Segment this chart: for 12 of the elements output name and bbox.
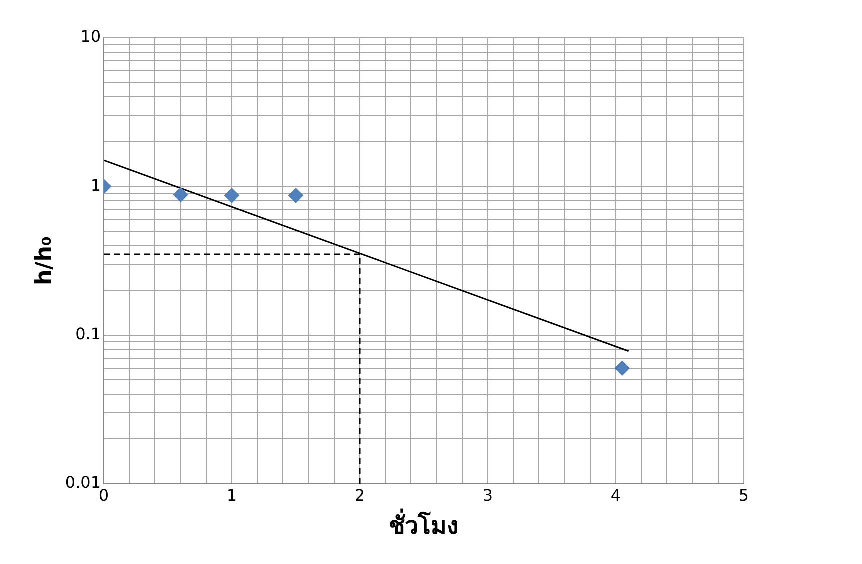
- x-tick-label: 5: [738, 486, 750, 505]
- y-axis-title: h/h₀: [32, 236, 57, 286]
- x-tick-label: 3: [482, 486, 494, 505]
- y-tick-label: 10: [80, 27, 102, 46]
- y-tick-label: 0.01: [65, 473, 102, 492]
- x-tick-label: 1: [226, 486, 238, 505]
- x-tick-label: 0: [98, 486, 110, 505]
- x-axis-title: ชั่วโมง: [389, 508, 460, 540]
- x-tick-label: 4: [610, 486, 622, 505]
- x-tick-label: 2: [354, 486, 366, 505]
- y-tick-label: 0.1: [76, 324, 102, 344]
- y-tick-label: 1: [90, 176, 102, 195]
